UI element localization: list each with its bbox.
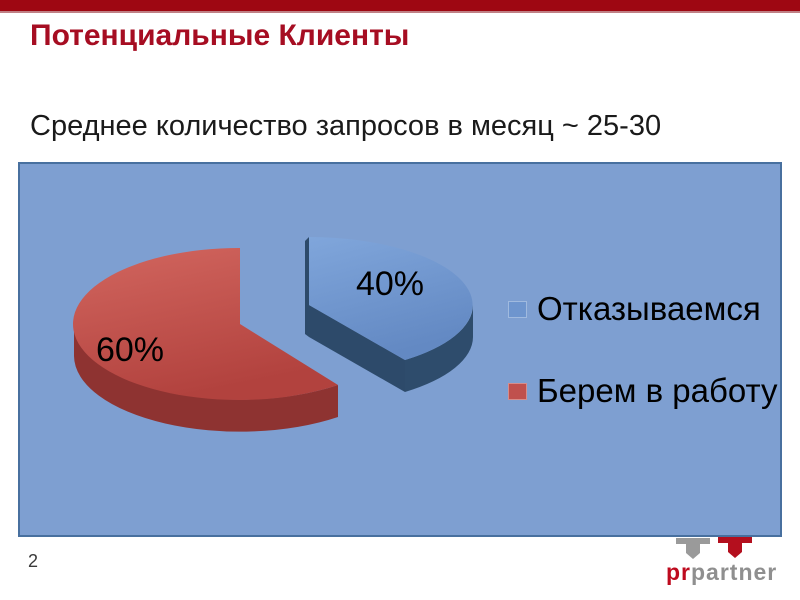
slide-title: Потенциальные Клиенты (30, 19, 410, 52)
legend-label-accept: Берем в работу (537, 372, 778, 409)
pie-slice-blue-arc-side (405, 305, 473, 392)
pie-chart-3d: 40% 60% (72, 237, 473, 432)
legend-item-accept: Берем в работу (508, 372, 778, 410)
pie-label-blue: 40% (356, 265, 424, 303)
pie-chart-area: 40% 60% Отказываемся Берем в работу (18, 162, 782, 537)
pie-slice-red (72, 247, 339, 400)
logo-flag-gray (676, 538, 710, 559)
legend-item-refuse: Отказываемся (508, 290, 761, 328)
prpartner-logo: prpartner (666, 559, 777, 586)
pie-label-red: 60% (96, 331, 164, 369)
slide-subtitle: Среднее количество запросов в месяц ~ 25… (30, 110, 662, 142)
logo-flag-red (718, 537, 752, 558)
page-number: 2 (28, 551, 39, 571)
logo-text-pr: pr (666, 559, 691, 585)
logo-text-partner: partner (691, 559, 778, 585)
pie-slice-blue (309, 237, 473, 360)
pie-slice-red-arc-side (74, 324, 338, 432)
legend-label-refuse: Отказываемся (537, 290, 761, 327)
pie-slice-blue-left-edge (305, 237, 309, 337)
legend-swatch-blue-icon (508, 300, 527, 318)
prpartner-flags-icon (676, 537, 752, 559)
top-accent-bar (0, 0, 800, 13)
pie-slice-blue-cut-side (309, 305, 405, 392)
legend-swatch-red-icon (508, 382, 527, 400)
